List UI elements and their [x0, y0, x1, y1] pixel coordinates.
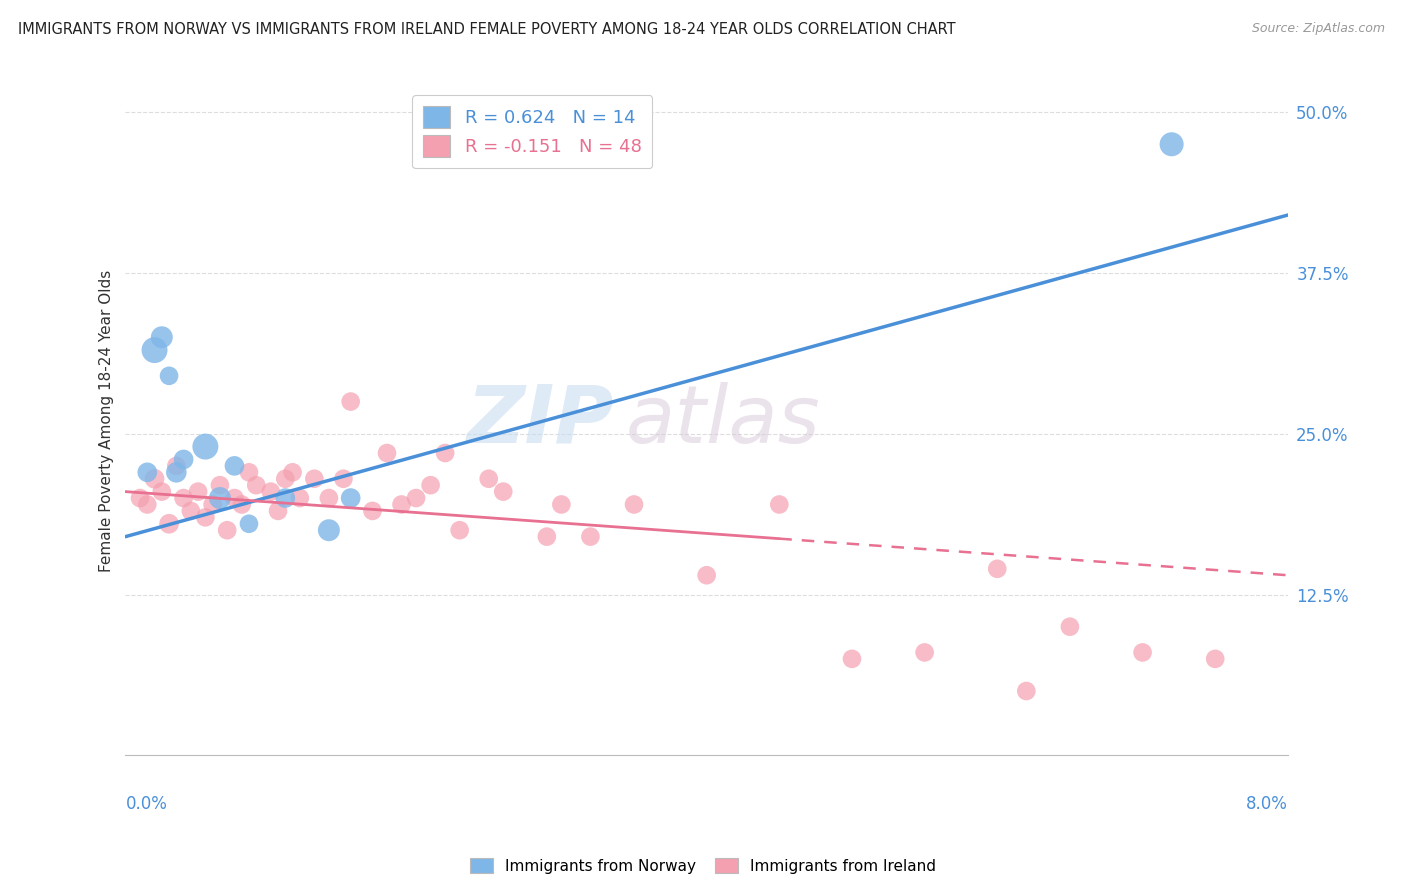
Point: [986, 562, 1008, 576]
Point: [332, 472, 354, 486]
Point: [165, 458, 187, 473]
Text: ZIP: ZIP: [467, 382, 613, 460]
Point: [173, 452, 195, 467]
Point: [136, 466, 159, 480]
Legend: R = 0.624   N = 14, R = -0.151   N = 48: R = 0.624 N = 14, R = -0.151 N = 48: [412, 95, 652, 169]
Point: [157, 368, 180, 383]
Text: 8.0%: 8.0%: [1246, 796, 1288, 814]
Point: [260, 484, 283, 499]
Text: atlas: atlas: [626, 382, 820, 460]
Text: 0.0%: 0.0%: [125, 796, 167, 814]
Point: [841, 652, 863, 666]
Point: [274, 491, 297, 505]
Point: [194, 440, 217, 454]
Point: [339, 491, 361, 505]
Point: [208, 491, 231, 505]
Point: [768, 498, 790, 512]
Point: [1059, 620, 1081, 634]
Point: [136, 498, 159, 512]
Point: [180, 504, 202, 518]
Point: [150, 330, 173, 344]
Point: [224, 491, 246, 505]
Point: [375, 446, 398, 460]
Point: [419, 478, 441, 492]
Point: [224, 458, 246, 473]
Point: [1132, 645, 1154, 659]
Point: [238, 516, 260, 531]
Point: [391, 498, 413, 512]
Point: [231, 498, 253, 512]
Point: [150, 484, 173, 499]
Point: [339, 394, 361, 409]
Point: [281, 466, 304, 480]
Point: [217, 523, 239, 537]
Point: [434, 446, 457, 460]
Point: [318, 491, 340, 505]
Point: [274, 472, 297, 486]
Point: [1160, 137, 1182, 152]
Point: [449, 523, 471, 537]
Y-axis label: Female Poverty Among 18-24 Year Olds: Female Poverty Among 18-24 Year Olds: [100, 269, 114, 572]
Point: [157, 516, 180, 531]
Point: [245, 478, 267, 492]
Point: [536, 530, 558, 544]
Point: [173, 491, 195, 505]
Point: [194, 510, 217, 524]
Point: [492, 484, 515, 499]
Point: [405, 491, 427, 505]
Point: [623, 498, 645, 512]
Text: IMMIGRANTS FROM NORWAY VS IMMIGRANTS FROM IRELAND FEMALE POVERTY AMONG 18-24 YEA: IMMIGRANTS FROM NORWAY VS IMMIGRANTS FRO…: [18, 22, 956, 37]
Point: [143, 472, 166, 486]
Point: [187, 484, 209, 499]
Point: [201, 498, 224, 512]
Point: [361, 504, 384, 518]
Point: [1015, 684, 1038, 698]
Point: [238, 466, 260, 480]
Point: [914, 645, 936, 659]
Point: [129, 491, 152, 505]
Point: [696, 568, 718, 582]
Point: [267, 504, 290, 518]
Text: Source: ZipAtlas.com: Source: ZipAtlas.com: [1251, 22, 1385, 36]
Point: [318, 523, 340, 537]
Point: [304, 472, 326, 486]
Point: [1204, 652, 1226, 666]
Point: [478, 472, 501, 486]
Point: [550, 498, 572, 512]
Point: [579, 530, 602, 544]
Legend: Immigrants from Norway, Immigrants from Ireland: Immigrants from Norway, Immigrants from …: [464, 852, 942, 880]
Point: [208, 478, 231, 492]
Point: [143, 343, 166, 357]
Point: [165, 466, 187, 480]
Point: [288, 491, 311, 505]
